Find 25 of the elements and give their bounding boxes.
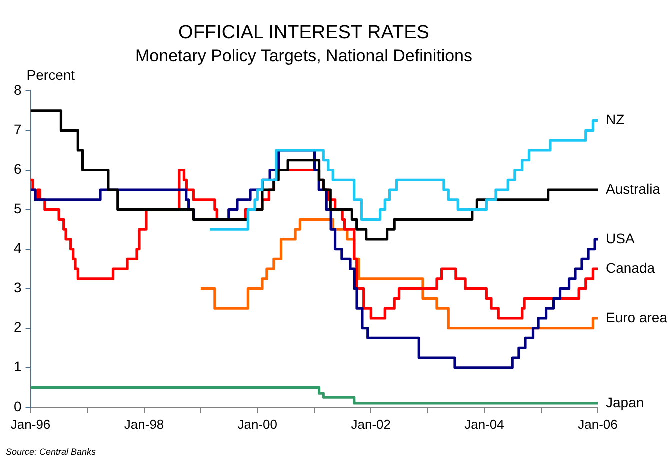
series-label: USA bbox=[606, 230, 636, 246]
series-label: Canada bbox=[606, 260, 656, 276]
y-tick-label: 5 bbox=[14, 200, 22, 217]
y-axis-title: Percent bbox=[26, 67, 76, 84]
chart-title: OFFICIAL INTEREST RATES bbox=[178, 22, 430, 44]
x-tick-label: Jan-06 bbox=[578, 416, 618, 432]
y-tick-label: 1 bbox=[14, 358, 22, 375]
series-label: Euro area bbox=[606, 309, 668, 326]
chart-subtitle: Monetary Policy Targets, National Definitions bbox=[135, 46, 473, 66]
x-tick-label: Jan-00 bbox=[238, 416, 278, 432]
x-tick-label: Jan-98 bbox=[124, 416, 164, 432]
x-tick-label: Jan-96 bbox=[10, 416, 51, 432]
y-tick-label: 0 bbox=[14, 398, 22, 414]
y-tick-label: 3 bbox=[14, 280, 22, 296]
series-label: Australia bbox=[606, 180, 661, 197]
source-note: Source: Central Banks bbox=[6, 447, 97, 457]
y-tick-label: 4 bbox=[14, 240, 22, 256]
x-tick-label: Jan-04 bbox=[464, 416, 504, 432]
y-tick-label: 2 bbox=[14, 319, 22, 336]
x-tick-label: Jan-02 bbox=[351, 416, 392, 432]
y-tick-label: 8 bbox=[14, 82, 22, 98]
y-tick-label: 6 bbox=[14, 161, 22, 178]
series-label: NZ bbox=[606, 112, 626, 128]
y-tick-label: 7 bbox=[14, 122, 22, 138]
series-label: Japan bbox=[606, 394, 644, 410]
